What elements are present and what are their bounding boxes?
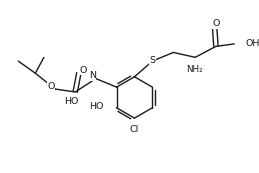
Text: O: O bbox=[212, 19, 220, 28]
Text: OH: OH bbox=[245, 39, 259, 48]
Text: NH₂: NH₂ bbox=[186, 65, 202, 74]
Text: Cl: Cl bbox=[130, 125, 139, 134]
Text: S: S bbox=[150, 56, 156, 65]
Text: HO: HO bbox=[64, 97, 79, 106]
Text: O: O bbox=[47, 82, 55, 91]
Text: N: N bbox=[89, 71, 96, 80]
Text: O: O bbox=[80, 66, 87, 75]
Text: HO: HO bbox=[89, 102, 103, 111]
